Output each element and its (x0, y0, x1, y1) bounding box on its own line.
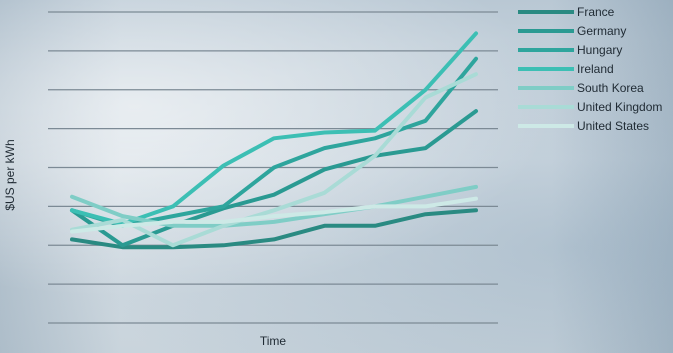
legend-label: Ireland (577, 62, 614, 76)
series-line-south-korea (70, 184, 478, 228)
series-line-united-kingdom (70, 72, 478, 248)
legend-label: Hungary (577, 43, 622, 57)
series-line-hungary (70, 56, 478, 228)
legend-label: Germany (577, 24, 626, 38)
series-line-united-states (70, 196, 478, 234)
x-axis-label: Time (260, 334, 287, 348)
legend-label: United States (577, 119, 649, 133)
legend-label: United Kingdom (577, 100, 662, 114)
series-line-germany (70, 109, 478, 248)
series-line-france (70, 208, 478, 250)
y-axis-label: $US per kWh (3, 139, 17, 210)
legend: France Germany Hungary Ireland South Korea Un… (518, 5, 662, 133)
legend-label: France (577, 5, 615, 19)
legend-label: South Korea (577, 81, 644, 95)
series-lines (70, 31, 478, 250)
